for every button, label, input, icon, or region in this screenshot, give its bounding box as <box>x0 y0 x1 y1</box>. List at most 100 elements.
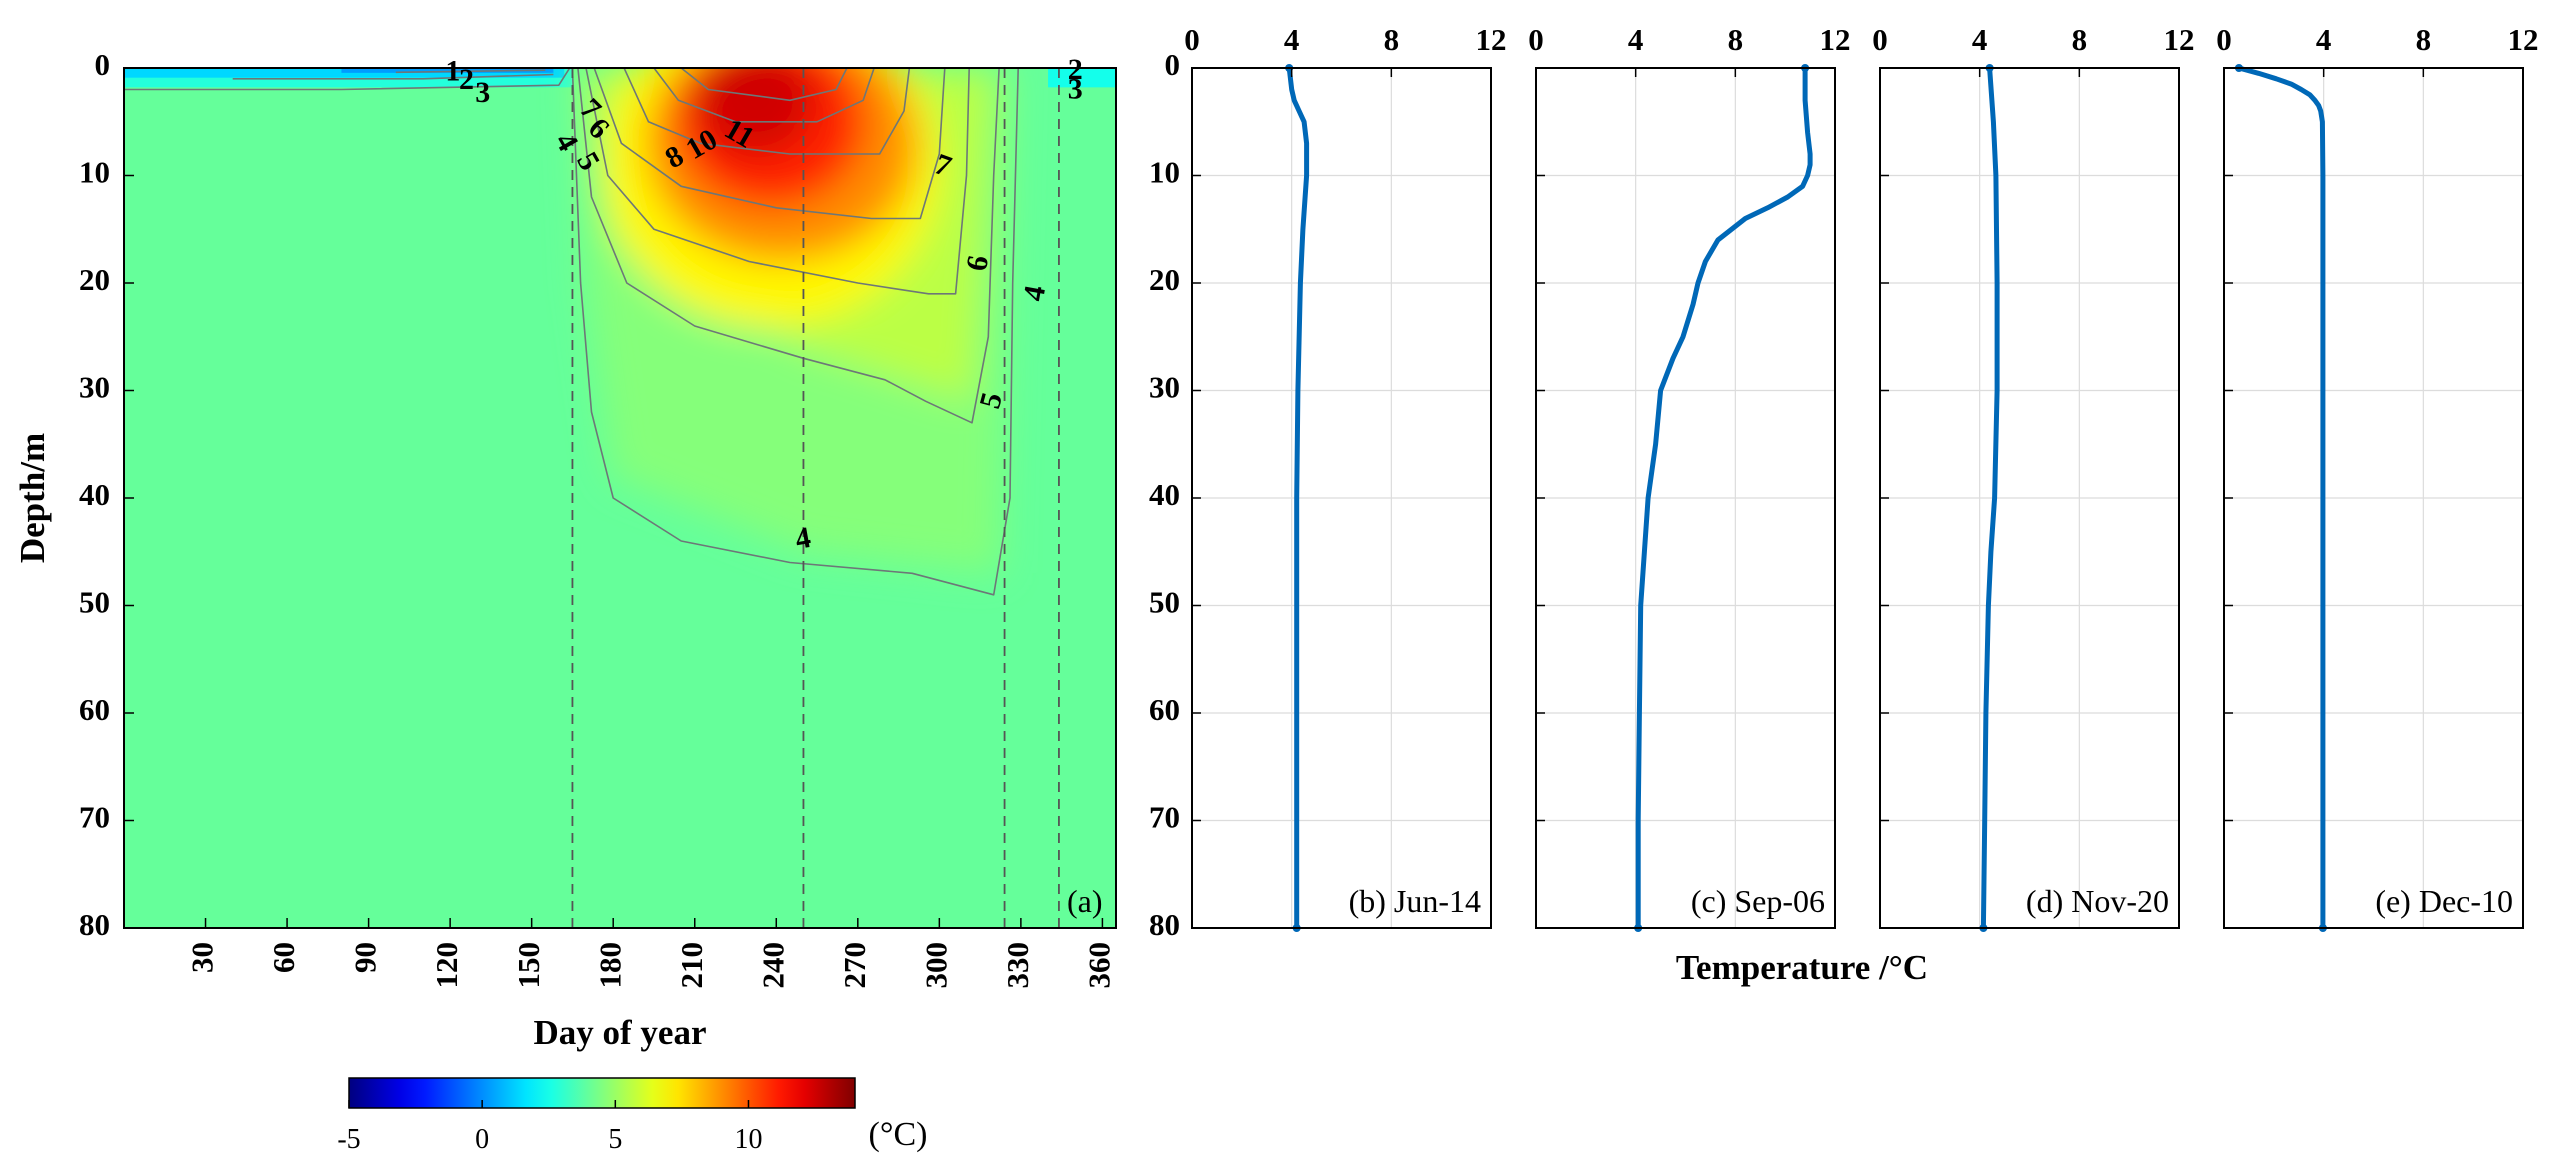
y-tick-label: 20 <box>79 262 110 297</box>
contour-label: 4 <box>793 521 814 556</box>
y-tick-label: 10 <box>79 155 110 190</box>
profile-panel-e: 0 4 8 12 (e) Dec-10 <box>2216 22 2539 932</box>
surface-coldest-band <box>341 68 554 73</box>
colorbar-gradient <box>348 1077 856 1109</box>
x-tick-label: 240 <box>755 942 790 989</box>
x-tick-label: 120 <box>429 942 464 989</box>
x-tick-label: 0 <box>2216 22 2232 57</box>
isotherm-1 <box>395 69 546 74</box>
panel-label-b: (b) Jun-14 <box>1349 883 1481 919</box>
isotherm-11 <box>680 68 848 102</box>
contour-label: 6 <box>960 253 995 274</box>
axis-ticks: 0 10 20 30 40 50 60 70 80 30 60 90 120 150 180 210 240 27… <box>79 47 1117 988</box>
x-tick-label: 12 <box>1820 22 1851 57</box>
temperature-profile-line <box>1980 65 2000 931</box>
x-tick-label: 0 <box>1184 22 1200 57</box>
isotherm-5 <box>577 68 1000 424</box>
x-tick-label: 60 <box>266 942 301 973</box>
colorbar-tick-label: 5 <box>608 1124 622 1155</box>
y-tick-label: 0 <box>1165 47 1181 82</box>
isotherm-3 <box>124 68 571 91</box>
y-tick-label: 10 <box>1149 155 1180 190</box>
colorbar-tick-label: -5 <box>337 1124 360 1155</box>
contour-label: 2 <box>1068 53 1083 86</box>
x-tick-label: 8 <box>1384 22 1400 57</box>
y-tick-label: 40 <box>1149 477 1180 512</box>
isotherm-8 <box>623 68 911 155</box>
x-tick-label: 8 <box>2072 22 2088 57</box>
y-tick-label: 70 <box>1149 800 1180 835</box>
panel-label-c: (c) Sep-06 <box>1691 883 1825 919</box>
warm-core-ellipse <box>694 68 815 154</box>
isotherm-contours <box>124 68 1019 596</box>
x-tick-label: 4 <box>1972 22 1988 57</box>
panel-label-e: (e) Dec-10 <box>2375 883 2513 919</box>
panel-label-d: (d) Nov-20 <box>2026 883 2169 919</box>
y-tick-label: 20 <box>1149 262 1180 297</box>
colorbar-tick-label: 10 <box>734 1124 762 1155</box>
x-tick-label: 300 <box>918 942 953 989</box>
temperature-profile-line <box>2236 65 2326 931</box>
y-tick-label: 50 <box>1149 585 1180 620</box>
colorbar-tick-label: 0 <box>475 1124 489 1155</box>
x-tick-label: 150 <box>511 942 546 989</box>
contour-label: 2 <box>459 63 474 96</box>
contour-label: 1 <box>445 54 460 87</box>
temperature-profile-line <box>1286 65 1310 931</box>
profile-panel-b: 0 4 8 12 0 10 20 30 40 50 60 70 80 (b) Jun-14 <box>1149 22 1507 942</box>
y-tick-label: 80 <box>1149 907 1180 942</box>
x-tick-label: 4 <box>1284 22 1300 57</box>
contour-label: 4 <box>1017 283 1052 304</box>
isotherm-4 <box>571 68 1019 596</box>
x-tick-label: 12 <box>1476 22 1507 57</box>
y-tick-label: 0 <box>95 47 111 82</box>
isotherm-2 <box>232 73 554 80</box>
x-tick-label: 8 <box>1728 22 1744 57</box>
profiles-x-axis-title: Temperature /°C <box>1676 948 1928 987</box>
warm-core-blur-group <box>577 68 1011 574</box>
colorbar-ticks: -5 0 5 10 <box>337 1100 762 1155</box>
contour-label: 3 <box>475 76 490 109</box>
isotherm-7 <box>593 68 946 220</box>
y-tick-label: 50 <box>79 585 110 620</box>
warm-water-core <box>577 68 1011 574</box>
x-tick-label: 12 <box>2164 22 2195 57</box>
y-tick-label: 30 <box>1149 370 1180 405</box>
isotherm-6 <box>585 68 970 295</box>
y-axis-title: Depth/m <box>13 433 52 563</box>
cold-surface-layer <box>124 68 1116 88</box>
x-tick-label: 12 <box>2508 22 2539 57</box>
x-tick-label: 4 <box>2316 22 2332 57</box>
x-tick-label: 210 <box>674 942 709 989</box>
isotherm-10 <box>653 68 875 123</box>
y-tick-label: 80 <box>79 907 110 942</box>
y-tick-label: 60 <box>79 692 110 727</box>
y-tick-label: 40 <box>79 477 110 512</box>
contour-label: 3 <box>1068 73 1083 106</box>
x-tick-label: 330 <box>1000 942 1035 989</box>
profile-date-markers <box>571 68 1060 928</box>
x-axis-title: Day of year <box>533 1013 706 1052</box>
surface-cold-band-winter <box>1048 68 1116 88</box>
panel-label-a: (a) <box>1067 883 1103 919</box>
profile-panel-d: 0 4 8 12 (d) Nov-20 <box>1872 22 2195 932</box>
x-tick-label: 8 <box>2416 22 2432 57</box>
y-tick-label: 70 <box>79 800 110 835</box>
y-tick-label: 60 <box>1149 692 1180 727</box>
profile-panel-c: 0 4 8 12 (c) Sep-06 <box>1528 22 1851 932</box>
colorbar: -5 0 5 10 (°C) <box>337 1077 928 1155</box>
x-tick-label: 270 <box>837 942 872 989</box>
x-tick-label: 30 <box>185 942 220 973</box>
x-tick-label: 360 <box>1082 942 1117 989</box>
temperature-profile-line <box>1635 65 1813 931</box>
x-tick-label: 90 <box>348 942 383 973</box>
x-tick-label: 180 <box>592 942 627 989</box>
x-tick-label: 4 <box>1628 22 1644 57</box>
colorbar-unit-label: (°C) <box>869 1116 928 1153</box>
x-tick-label: 0 <box>1872 22 1888 57</box>
x-tick-label: 0 <box>1528 22 1544 57</box>
y-tick-label: 30 <box>79 370 110 405</box>
